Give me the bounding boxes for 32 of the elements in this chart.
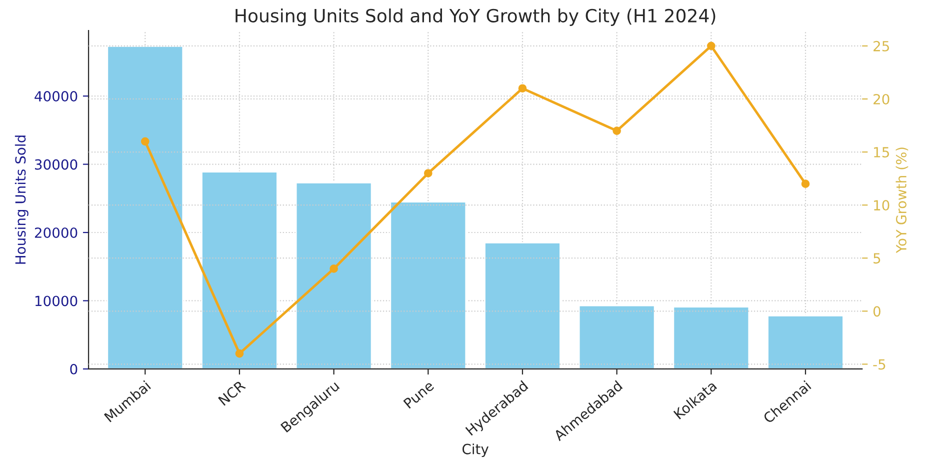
y-tick-label: 0 xyxy=(70,364,78,374)
y2-tick-label: 15 xyxy=(874,147,889,158)
point xyxy=(518,84,527,93)
y-tick-label: 40000 xyxy=(34,91,78,102)
y2-tick-label: 25 xyxy=(874,40,889,52)
point xyxy=(706,42,716,50)
y2-tick-label: 10 xyxy=(874,200,890,211)
point xyxy=(801,180,810,188)
y-tick-label: 10000 xyxy=(35,296,78,306)
bar xyxy=(390,201,467,369)
bar xyxy=(484,242,561,369)
y2-axis-title: YoY Growth (%) xyxy=(896,148,908,254)
y-tick-label: 20000 xyxy=(34,227,78,238)
bar xyxy=(767,315,844,369)
y2-tick-label: 0 xyxy=(873,306,880,317)
chart-title: Housing Units Sold and YoY Growth by City (H1 2024) xyxy=(236,8,716,26)
bar xyxy=(295,182,372,369)
y2-tick-label: 5 xyxy=(874,253,880,264)
bar xyxy=(578,304,656,369)
point xyxy=(612,126,621,135)
point xyxy=(140,137,150,146)
y2-tick-label: -5 xyxy=(873,359,886,370)
bar xyxy=(201,171,278,369)
point xyxy=(330,264,338,273)
y-tick-label: 30000 xyxy=(35,159,78,170)
point xyxy=(235,349,244,358)
y-axis-title: Housing Units Sold xyxy=(14,136,28,264)
bar xyxy=(672,306,750,369)
point xyxy=(424,169,432,178)
x-axis-title: City xyxy=(462,444,489,458)
y2-tick-label: 20 xyxy=(874,94,890,104)
bar xyxy=(106,46,184,369)
